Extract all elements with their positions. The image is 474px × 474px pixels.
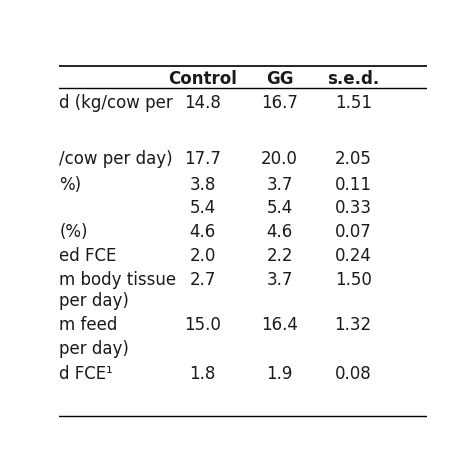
Text: 0.07: 0.07 [335, 223, 372, 241]
Text: 2.05: 2.05 [335, 150, 372, 168]
Text: 5.4: 5.4 [190, 200, 216, 218]
Text: 3.7: 3.7 [266, 176, 293, 193]
Text: ed FCE: ed FCE [59, 247, 117, 265]
Text: 16.4: 16.4 [261, 316, 298, 334]
Text: 2.0: 2.0 [189, 247, 216, 265]
Text: 0.24: 0.24 [335, 247, 372, 265]
Text: 15.0: 15.0 [184, 316, 221, 334]
Text: m body tissue: m body tissue [59, 271, 176, 289]
Text: 0.33: 0.33 [335, 200, 372, 218]
Text: GG: GG [266, 70, 293, 88]
Text: 1.9: 1.9 [266, 365, 293, 383]
Text: Control: Control [168, 70, 237, 88]
Text: 14.8: 14.8 [184, 93, 221, 111]
Text: 0.11: 0.11 [335, 176, 372, 193]
Text: 2.2: 2.2 [266, 247, 293, 265]
Text: 16.7: 16.7 [261, 93, 298, 111]
Text: d FCE¹: d FCE¹ [59, 365, 113, 383]
Text: s.e.d.: s.e.d. [327, 70, 379, 88]
Text: 3.8: 3.8 [189, 176, 216, 193]
Text: 17.7: 17.7 [184, 150, 221, 168]
Text: per day): per day) [59, 292, 129, 310]
Text: /cow per day): /cow per day) [59, 150, 173, 168]
Text: 1.32: 1.32 [335, 316, 372, 334]
Text: 5.4: 5.4 [266, 200, 293, 218]
Text: %): %) [59, 176, 82, 193]
Text: 4.6: 4.6 [190, 223, 216, 241]
Text: 1.51: 1.51 [335, 93, 372, 111]
Text: 0.08: 0.08 [335, 365, 372, 383]
Text: 4.6: 4.6 [266, 223, 293, 241]
Text: per day): per day) [59, 340, 129, 358]
Text: 20.0: 20.0 [261, 150, 298, 168]
Text: d (kg/cow per: d (kg/cow per [59, 93, 173, 111]
Text: 1.8: 1.8 [189, 365, 216, 383]
Text: m feed: m feed [59, 316, 118, 334]
Text: 2.7: 2.7 [189, 271, 216, 289]
Text: (%): (%) [59, 223, 88, 241]
Text: 1.50: 1.50 [335, 271, 372, 289]
Text: 3.7: 3.7 [266, 271, 293, 289]
